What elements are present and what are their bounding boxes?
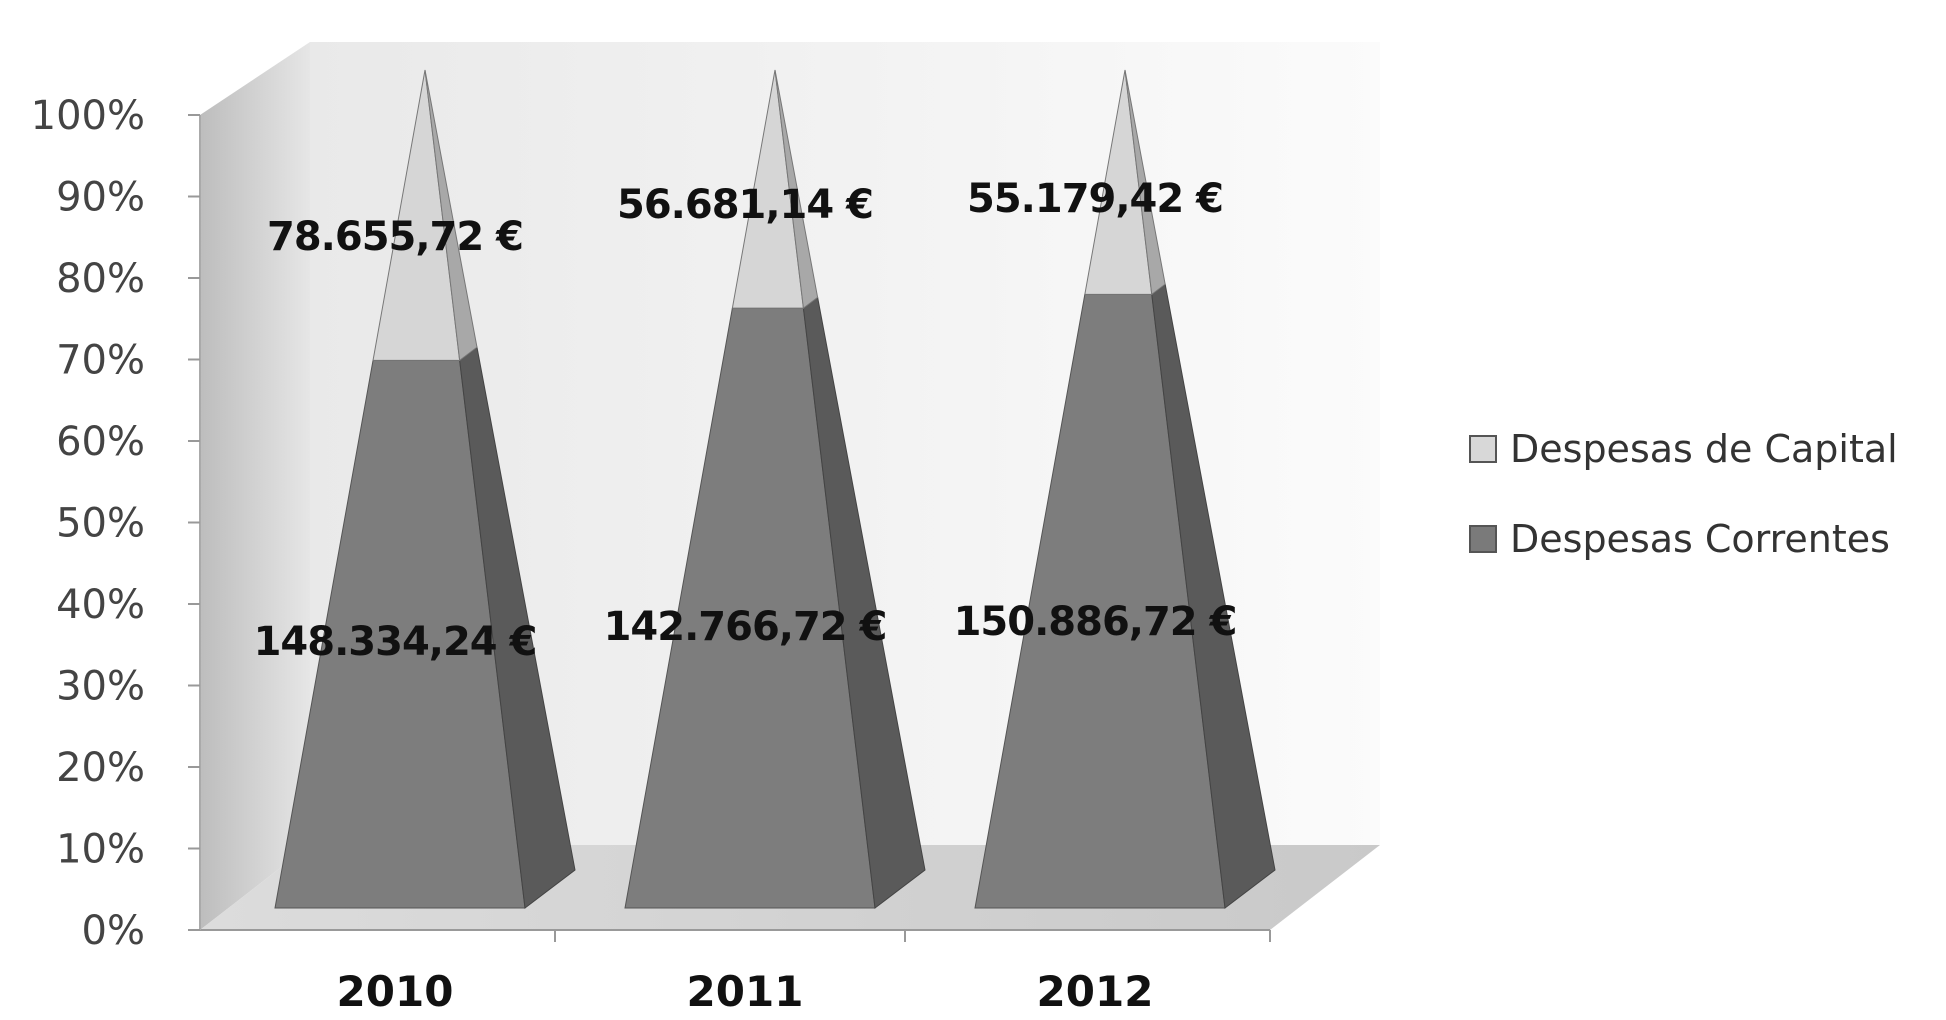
legend: Despesas de Capital Despesas Correntes <box>1469 427 1898 561</box>
pyramid-capital-side <box>774 69 819 310</box>
y-tick-label: 90% <box>56 175 145 221</box>
data-label-correntes: 142.766,72 € <box>604 604 887 650</box>
data-label-correntes: 150.886,72 € <box>954 599 1237 645</box>
data-label-capital: 55.179,42 € <box>967 176 1223 222</box>
y-tick-label: 30% <box>56 664 145 710</box>
y-axis: 0% 10% 20% 30% 40% 50% 60% 70% 80% 90% 100% <box>31 93 200 954</box>
data-label-correntes: 148.334,24 € <box>254 619 537 665</box>
x-tick-label: 2011 <box>687 967 804 1016</box>
side-wall <box>200 42 310 930</box>
data-label-capital: 56.681,14 € <box>617 182 873 228</box>
data-labels: 148.334,24 € 78.655,72 € 142.766,72 € 56.68… <box>254 176 1238 665</box>
y-tick-label: 0% <box>82 908 145 954</box>
y-tick-label: 20% <box>56 745 145 791</box>
y-tick-label: 50% <box>56 501 145 547</box>
y-tick-label: 100% <box>31 93 145 139</box>
legend-swatch <box>1469 435 1497 463</box>
x-tick-label: 2010 <box>337 967 454 1016</box>
legend-label: Despesas de Capital <box>1510 427 1898 471</box>
legend-swatch <box>1469 525 1497 553</box>
y-tick-label: 60% <box>56 419 145 465</box>
pyramid-capital-side <box>1124 69 1166 296</box>
y-tick-label: 40% <box>56 582 145 628</box>
data-label-capital: 78.655,72 € <box>267 214 523 260</box>
y-tick-label: 10% <box>56 827 145 873</box>
legend-label: Despesas Correntes <box>1510 517 1890 561</box>
y-tick-label: 80% <box>56 256 145 302</box>
x-axis: 2010 2011 2012 <box>337 930 1271 1016</box>
x-tick-label: 2012 <box>1037 967 1154 1016</box>
pyramids <box>274 69 1276 909</box>
y-tick-label: 70% <box>56 338 145 384</box>
pyramid-capital-side <box>424 69 478 362</box>
